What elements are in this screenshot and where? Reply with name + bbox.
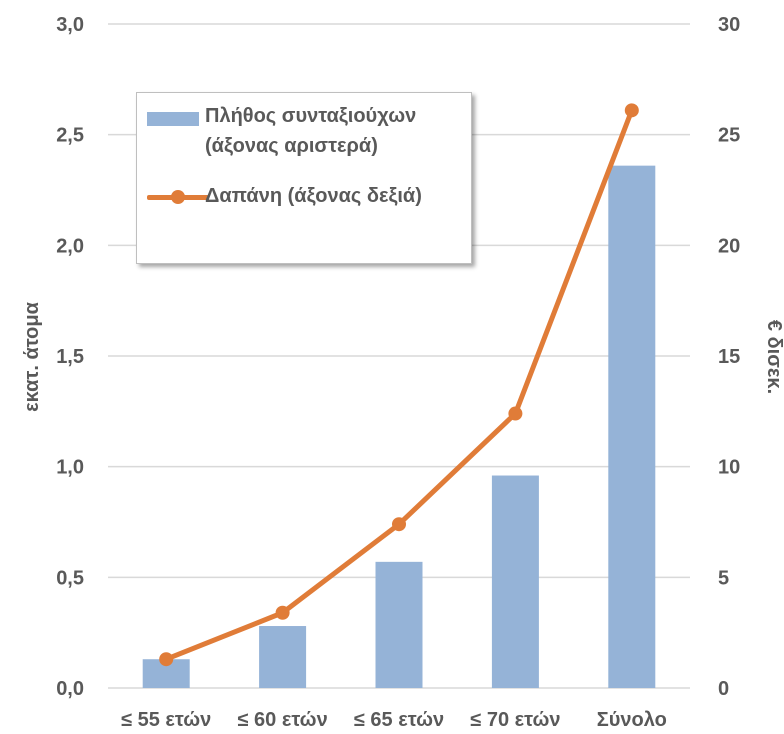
category-label: ≤ 65 ετών (354, 709, 444, 731)
left-tick-label: 0,5 (56, 567, 84, 589)
category-labels: ≤ 55 ετών ≤ 60 ετών ≤ 65 ετών ≤ 70 ετών Σύνο… (121, 709, 667, 731)
right-tick-label: 30 (718, 14, 740, 36)
right-axis-title: € δισεκ. (763, 320, 784, 394)
category-label: ≤ 55 ετών (121, 709, 211, 731)
bar-series (142, 165, 656, 689)
right-tick-label: 5 (718, 567, 729, 589)
bar (491, 475, 539, 688)
bar (259, 626, 307, 688)
category-label: ≤ 70 ετών (470, 709, 560, 731)
right-tick-label: 10 (718, 457, 740, 479)
legend-line-label: Δαπάνη (άξονας δεξιά) (205, 185, 422, 207)
line-point (159, 652, 174, 667)
line-point (392, 517, 406, 532)
left-tick-label: 3,0 (56, 14, 84, 36)
left-tick-label: 2,5 (56, 125, 84, 147)
right-tick-label: 0 (718, 678, 729, 700)
left-axis-ticks: 0,0 0,5 1,0 1,5 2,0 2,5 3,0 (56, 14, 84, 700)
legend-line-swatch (147, 190, 209, 204)
left-axis-title: εκατ. άτομα (21, 301, 43, 411)
category-label: ≤ 60 ετών (237, 709, 327, 731)
right-tick-label: 15 (718, 346, 740, 368)
right-tick-label: 25 (718, 125, 740, 147)
legend: Πλήθος συνταξιούχων (άξονας αριστερά) Δα… (136, 92, 472, 264)
left-tick-label: 1,5 (56, 346, 84, 368)
left-tick-label: 1,0 (56, 457, 84, 479)
legend-bar-swatch (147, 112, 199, 126)
right-axis-ticks: 0 5 10 15 20 25 30 (718, 14, 740, 700)
bar (375, 561, 423, 688)
line-point (624, 103, 639, 118)
legend-bar-label: Πλήθος συνταξιούχων (άξονας αριστερά) (205, 105, 417, 157)
line-series (159, 103, 639, 667)
category-label: Σύνολο (597, 709, 667, 731)
line-point (275, 605, 290, 620)
right-tick-label: 20 (718, 235, 740, 257)
left-tick-label: 0,0 (56, 678, 84, 700)
line-point (508, 406, 523, 421)
bar (608, 165, 656, 689)
left-tick-label: 2,0 (56, 235, 84, 257)
